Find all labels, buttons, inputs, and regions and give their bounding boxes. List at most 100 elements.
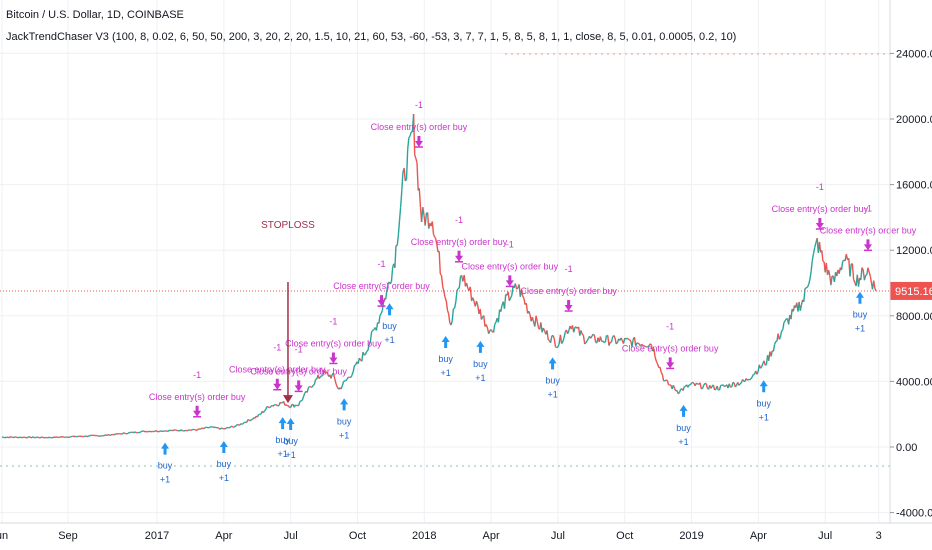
price-segment [436, 244, 439, 253]
price-segment [341, 381, 345, 387]
price-segment [763, 360, 766, 366]
price-segment [536, 321, 540, 328]
price-segment [845, 253, 849, 261]
price-segment [231, 425, 235, 429]
price-segment [710, 385, 713, 389]
sell-label: Close entry(s) order buy [411, 237, 508, 247]
time-tick-label: 2017 [145, 530, 169, 542]
price-tick-label: 0.00 [896, 442, 917, 454]
price-segment [180, 429, 184, 432]
price-segment [485, 324, 489, 329]
price-segment [779, 330, 783, 338]
price-segment [546, 330, 549, 340]
price-segment [252, 417, 255, 420]
time-tick-label: 2019 [679, 530, 703, 542]
price-axis[interactable]: 24000.00 20000.00 16000.00 12000.00 8000.00 4… [889, 0, 932, 523]
price-segment [241, 423, 244, 425]
time-axis[interactable]: un Sep 2017 Apr Jul Oct 2018 Apr Jul Oct 2019 Apr Ju… [0, 522, 932, 542]
price-segment [453, 307, 455, 310]
price-segment [172, 429, 175, 432]
stoploss-marker: STOPLOSS [261, 220, 315, 404]
price-segment [435, 238, 438, 246]
price-segment [865, 274, 868, 276]
price-segment [626, 337, 629, 340]
price-segment [85, 435, 88, 438]
price-segment [171, 429, 174, 432]
price-segment [457, 287, 460, 290]
price-segment [140, 430, 143, 433]
price-tick-label: 16000.00 [896, 180, 932, 192]
price-segment [2, 436, 5, 439]
indicator-legend[interactable]: JackTrendChaser V3 (100, 8, 0.02, 6, 50,… [6, 31, 737, 43]
price-segment [358, 357, 362, 361]
price-segment [442, 286, 445, 292]
price-segment [200, 427, 203, 430]
symbol-title[interactable]: Bitcoin / U.S. Dollar, 1D, COINBASE [6, 9, 184, 21]
price-segment [613, 335, 616, 339]
price-segment [480, 316, 484, 320]
price-segment [742, 379, 745, 382]
sell-qty: -1 [415, 100, 423, 110]
price-segment [691, 381, 694, 384]
price-segment [121, 432, 124, 435]
last-price-line: 9515.16 [0, 281, 932, 300]
price-segment [851, 263, 855, 280]
price-segment [745, 378, 748, 381]
price-segment [654, 356, 657, 362]
price-segment [547, 339, 550, 342]
buy-qty: +1 [759, 412, 769, 422]
price-segment [369, 331, 373, 342]
price-segment [340, 385, 343, 390]
price-segment [463, 275, 467, 287]
price-segment [31, 436, 34, 439]
price-segment [637, 342, 640, 345]
price-segment [186, 429, 190, 432]
price-segment [312, 383, 315, 386]
buy-label: buy [756, 398, 771, 408]
price-segment [116, 432, 119, 435]
price-segment [346, 376, 349, 380]
price-tick-label: 8000.00 [896, 311, 932, 323]
price-segment [72, 435, 75, 438]
price-segment [298, 401, 301, 406]
price-segment [166, 430, 169, 433]
price-segment [453, 301, 457, 309]
price-segment [300, 399, 303, 402]
price-segment [399, 190, 403, 208]
price-segment [218, 427, 221, 430]
price-segment [229, 425, 232, 429]
buy-arrow-icon [548, 357, 557, 370]
price-segment [426, 212, 430, 229]
price-segment [324, 371, 327, 374]
buy-arrow-icon [278, 417, 287, 430]
buy-arrow-icon [219, 440, 228, 453]
price-segment [154, 430, 157, 432]
sell-qty: -1 [378, 259, 386, 269]
price-segment [301, 396, 305, 401]
price-segment [335, 383, 339, 388]
price-segment [523, 298, 526, 305]
price-segment [714, 388, 717, 391]
price-segment [32, 436, 35, 439]
price-segment [66, 436, 69, 439]
price-segment [750, 376, 753, 380]
price-segment [455, 290, 458, 302]
price-segment [409, 131, 412, 137]
price-segment [734, 384, 738, 388]
price-segment [313, 379, 317, 385]
price-segment [581, 333, 584, 336]
price-segment [271, 404, 274, 407]
price-segment [110, 433, 113, 436]
price-segment [134, 431, 137, 434]
price-segment [751, 374, 754, 378]
price-segment [511, 285, 514, 296]
price-segment [842, 259, 845, 262]
price-segment [418, 188, 422, 208]
price-segment [799, 304, 803, 311]
price-segment [812, 246, 816, 254]
price-segment [403, 168, 406, 182]
price-segment [115, 432, 118, 435]
price-segment [716, 385, 719, 391]
